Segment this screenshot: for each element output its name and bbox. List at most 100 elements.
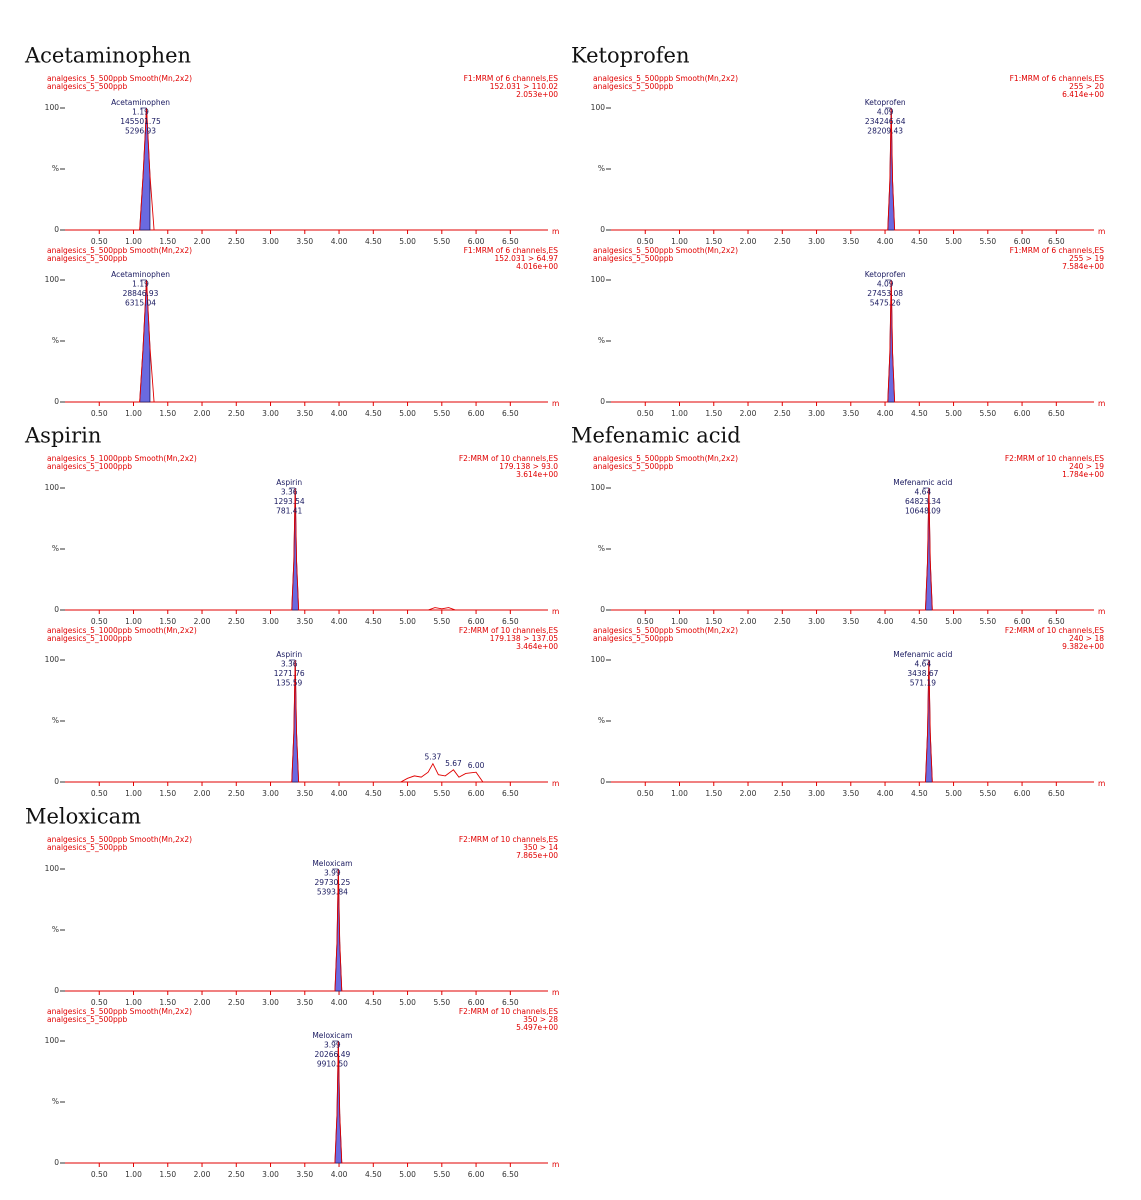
x-tick-label: 2.00 [194, 237, 211, 246]
peak-label: 28846.93 [123, 289, 159, 298]
x-tick-label: 5.00 [399, 789, 416, 798]
x-tick-label: 2.50 [228, 237, 245, 246]
x-tick-label: 1.50 [159, 1170, 176, 1179]
peak-label: 3.99 [324, 869, 341, 878]
y-tick-label: 0 [54, 1158, 59, 1167]
peak-label: 5296.93 [125, 127, 156, 136]
x-axis-label: m [552, 1160, 559, 1169]
header-left: analgesics_5_500ppb Smooth(Mn,2x2) [593, 626, 738, 635]
x-tick-label: 0.50 [637, 409, 654, 418]
x-tick-label: 5.50 [433, 237, 450, 246]
header-right: 6.414e+00 [1062, 90, 1104, 99]
trace [611, 107, 1094, 231]
x-tick-label: 1.50 [705, 789, 722, 798]
x-tick-label: 6.50 [502, 237, 519, 246]
header-left: analgesics_5_1000ppb Smooth(Mn,2x2) [47, 626, 197, 635]
x-tick-label: 6.00 [468, 998, 485, 1007]
x-tick-label: 5.50 [979, 617, 996, 626]
peak-label: 3.36 [281, 488, 298, 497]
x-tick-label: 1.00 [125, 789, 142, 798]
peak-label: 10648.09 [905, 507, 941, 516]
panel-title: Mefenamic acid [571, 424, 741, 448]
header-right: F2:MRM of 10 channels,ES [459, 454, 558, 463]
x-tick-label: 1.00 [125, 998, 142, 1007]
header-right: F2:MRM of 10 channels,ES [459, 1007, 558, 1016]
header-right: 240 > 19 [1069, 462, 1104, 471]
x-tick-label: 3.00 [808, 237, 825, 246]
peak-label: Acetaminophen [111, 98, 170, 107]
peak-label: 145501.75 [120, 117, 161, 126]
x-tick-label: 2.50 [228, 998, 245, 1007]
x-axis-label: m [552, 779, 559, 788]
x-tick-label: 4.50 [365, 617, 382, 626]
header-left: analgesics_5_500ppb [47, 843, 128, 852]
header-right: 152.031 > 110.02 [490, 82, 559, 91]
x-tick-label: 0.50 [637, 789, 654, 798]
x-tick-label: 2.00 [194, 998, 211, 1007]
x-tick-label: 6.00 [1014, 409, 1031, 418]
x-tick-label: 5.00 [399, 998, 416, 1007]
x-tick-label: 4.50 [911, 409, 928, 418]
header-left: analgesics_5_500ppb Smooth(Mn,2x2) [47, 1007, 192, 1016]
y-tick-label: 0 [54, 986, 59, 995]
x-tick-label: 5.50 [433, 998, 450, 1007]
y-tick-label: % [598, 716, 605, 725]
x-tick-label: 1.00 [671, 617, 688, 626]
peak-label: Meloxicam [312, 859, 352, 868]
x-tick-label: 0.50 [91, 789, 108, 798]
peak-label: 64823.34 [905, 497, 941, 506]
peak-label: Mefenamic acid [893, 478, 952, 487]
y-tick-label: 100 [45, 275, 60, 284]
x-tick-label: 6.50 [502, 789, 519, 798]
x-tick-label: 5.00 [945, 409, 962, 418]
peak-label: 3438.67 [907, 669, 938, 678]
x-tick-label: 2.50 [228, 1170, 245, 1179]
x-tick-label: 1.50 [159, 237, 176, 246]
x-tick-label: 3.50 [842, 237, 859, 246]
peak-label: 4.09 [877, 108, 894, 117]
y-tick-label: 0 [54, 605, 59, 614]
header-left: analgesics_5_500ppb Smooth(Mn,2x2) [593, 74, 738, 83]
y-tick-label: % [598, 336, 605, 345]
y-tick-label: % [52, 336, 59, 345]
x-tick-label: 1.50 [705, 237, 722, 246]
x-tick-label: 3.50 [842, 789, 859, 798]
header-left: analgesics_5_500ppb Smooth(Mn,2x2) [47, 835, 192, 844]
x-tick-label: 4.50 [911, 789, 928, 798]
y-tick-label: % [52, 164, 59, 173]
x-tick-label: 2.50 [228, 789, 245, 798]
peak-label: Aspirin [276, 650, 302, 659]
x-tick-label: 4.00 [877, 789, 894, 798]
header-left: analgesics_5_500ppb Smooth(Mn,2x2) [47, 246, 192, 255]
peak-label: 234246.64 [865, 117, 906, 126]
y-tick-label: 100 [45, 655, 60, 664]
trace [65, 1040, 548, 1164]
x-tick-label: 3.50 [842, 409, 859, 418]
header-left: analgesics_5_500ppb [47, 82, 128, 91]
x-tick-label: 5.50 [433, 409, 450, 418]
x-tick-label: 3.00 [808, 617, 825, 626]
x-tick-label: 1.00 [125, 1170, 142, 1179]
x-tick-label: 3.00 [262, 789, 279, 798]
header-right: 7.584e+00 [1062, 262, 1104, 271]
y-tick-label: 0 [54, 777, 59, 786]
peak-label: 571.19 [910, 679, 936, 688]
peak-label: 4.09 [877, 280, 894, 289]
x-tick-label: 3.00 [262, 1170, 279, 1179]
x-tick-label: 2.00 [194, 789, 211, 798]
x-tick-label: 3.00 [262, 237, 279, 246]
trace [611, 279, 1094, 403]
x-tick-label: 1.00 [671, 789, 688, 798]
header-right: 2.053e+00 [516, 90, 558, 99]
header-right: F2:MRM of 10 channels,ES [1005, 454, 1104, 463]
header-right: F2:MRM of 10 channels,ES [459, 835, 558, 844]
peak-label: 6315.04 [125, 299, 156, 308]
panel-title: Ketoprofen [571, 44, 689, 68]
x-tick-label: 2.50 [774, 617, 791, 626]
y-tick-label: 0 [600, 605, 605, 614]
y-tick-label: 0 [600, 777, 605, 786]
x-tick-label: 5.00 [399, 237, 416, 246]
x-tick-label: 5.50 [979, 409, 996, 418]
x-tick-label: 5.50 [979, 237, 996, 246]
header-left: analgesics_5_500ppb [593, 82, 674, 91]
